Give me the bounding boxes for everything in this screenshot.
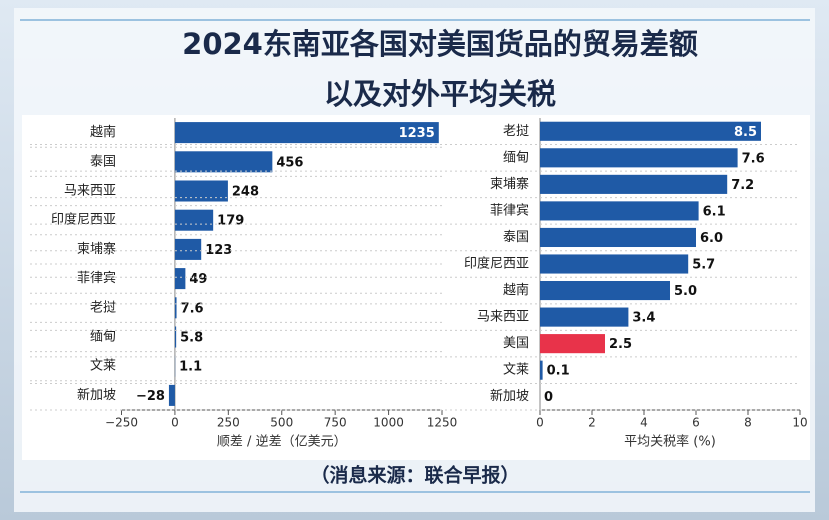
x-axis-label: 平均关税率 (%) [624, 434, 716, 450]
y-tick-label: 老挝 [503, 124, 529, 139]
x-tick-label: 10 [792, 416, 807, 430]
x-tick-label: 1250 [427, 416, 458, 430]
value-label: 123 [205, 243, 232, 258]
bar [540, 307, 629, 327]
value-label: 49 [189, 272, 207, 287]
x-tick-label: 4 [640, 416, 648, 430]
y-tick-label: 菲律宾 [77, 270, 116, 286]
y-tick-label: 缅甸 [503, 150, 529, 165]
value-label: 7.6 [181, 301, 204, 316]
x-tick-label: 1000 [373, 416, 404, 430]
bar [174, 268, 186, 290]
bar [174, 297, 177, 319]
y-tick-label: 老挝 [90, 300, 116, 315]
y-tick-label: 越南 [90, 124, 116, 140]
value-label: 5.7 [692, 258, 715, 273]
value-label: 2.5 [609, 337, 632, 352]
value-label: 179 [217, 214, 244, 229]
x-tick-label: 500 [270, 416, 293, 430]
bar [540, 254, 689, 274]
y-tick-label: 缅甸 [90, 330, 116, 345]
bar [174, 122, 439, 144]
x-axis-label: 顺差 / 逆差（亿美元） [217, 434, 347, 450]
value-label: 5.8 [180, 331, 203, 346]
x-tick-label: 750 [324, 416, 347, 430]
y-tick-label: 泰国 [90, 154, 116, 169]
y-tick-label: 文莱 [503, 363, 529, 378]
x-tick-label: 2 [588, 416, 596, 430]
value-label: 1.1 [179, 360, 202, 375]
y-tick-label: 泰国 [503, 230, 529, 245]
value-label: −28 [136, 389, 165, 404]
y-tick-label: 新加坡 [490, 388, 529, 404]
y-tick-label: 马来西亚 [64, 184, 116, 199]
y-tick-label: 柬埔寨 [490, 176, 529, 192]
bar [540, 227, 696, 248]
value-label: 3.4 [632, 311, 655, 326]
bar [540, 174, 728, 194]
y-tick-label: 新加坡 [77, 387, 116, 403]
value-label: 8.5 [734, 125, 757, 140]
bar [540, 360, 543, 380]
bar [174, 151, 273, 173]
x-tick-label: 8 [744, 416, 752, 430]
y-tick-label: 越南 [503, 282, 529, 298]
bar [540, 121, 761, 141]
bar [540, 201, 699, 221]
y-tick-label: 美国 [503, 336, 529, 351]
value-label: 248 [232, 185, 259, 200]
bar [174, 326, 177, 348]
value-label: 0 [544, 390, 553, 405]
title-line: 2024东南亚各国对美国货品的贸易差额 [182, 27, 698, 61]
y-tick-label: 马来西亚 [477, 310, 529, 325]
title-line: 以及对外平均关税 [324, 77, 556, 111]
y-tick-label: 柬埔寨 [77, 241, 116, 257]
value-label: 7.6 [742, 151, 765, 166]
bar [174, 209, 214, 231]
value-label: 5.0 [674, 284, 697, 299]
value-label: 456 [276, 155, 303, 170]
x-tick-label: −250 [105, 416, 138, 430]
value-label: 1235 [399, 126, 435, 141]
x-tick-label: 6 [692, 416, 700, 430]
y-tick-label: 文莱 [90, 359, 116, 374]
bar [540, 334, 605, 354]
bar [174, 180, 228, 202]
bar [168, 384, 175, 406]
y-tick-label: 菲律宾 [490, 202, 529, 218]
source: （消息来源：联合早报） [310, 464, 519, 487]
value-label: 6.0 [700, 231, 723, 246]
value-label: 0.1 [547, 364, 570, 379]
value-label: 6.1 [703, 204, 726, 219]
bar [540, 148, 738, 168]
x-tick-label: 0 [536, 416, 544, 430]
x-tick-label: 0 [171, 416, 179, 430]
bar [174, 238, 202, 260]
bar [540, 280, 670, 301]
y-tick-label: 印度尼西亚 [51, 212, 116, 228]
x-tick-label: 250 [217, 416, 240, 430]
y-tick-label: 印度尼西亚 [464, 256, 529, 272]
value-label: 7.2 [731, 178, 754, 193]
panel [22, 115, 810, 460]
